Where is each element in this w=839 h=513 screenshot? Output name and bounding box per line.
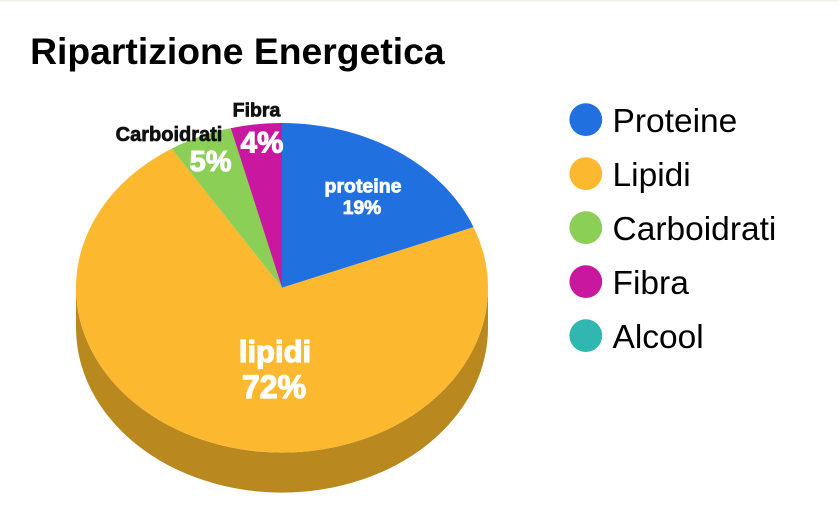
svg-text:Fibra: Fibra (613, 265, 690, 302)
svg-text:Ripartizione Energetica: Ripartizione Energetica (30, 30, 445, 72)
svg-text:19%: 19% (343, 198, 381, 219)
svg-text:Carboidrati: Carboidrati (613, 211, 777, 248)
svg-text:Lipidi: Lipidi (613, 157, 691, 194)
svg-text:lipidi: lipidi (239, 334, 311, 369)
svg-text:72%: 72% (242, 369, 306, 405)
svg-text:Carboidrati: Carboidrati (116, 124, 223, 146)
svg-text:proteine: proteine (325, 176, 402, 198)
svg-text:Alcool: Alcool (613, 319, 704, 356)
svg-text:Proteine: Proteine (613, 103, 738, 140)
svg-text:4%: 4% (241, 126, 284, 159)
svg-text:5%: 5% (190, 146, 232, 178)
svg-text:Fibra: Fibra (233, 100, 281, 122)
